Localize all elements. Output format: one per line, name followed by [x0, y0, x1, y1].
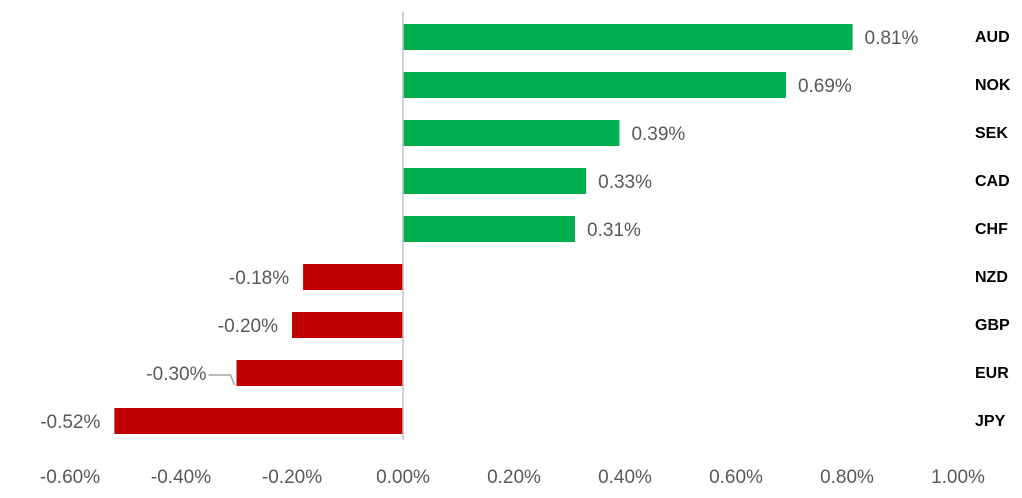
value-label: -0.52%	[40, 412, 100, 433]
value-label: 0.39%	[631, 124, 685, 145]
category-label: SEK	[975, 125, 1008, 142]
value-label: 0.31%	[587, 220, 641, 241]
category-label: CHF	[975, 221, 1008, 238]
value-label: 0.69%	[798, 76, 852, 97]
value-label: -0.18%	[229, 268, 289, 289]
x-tick-label: 0.00%	[376, 467, 430, 488]
x-tick-label: 0.80%	[820, 467, 874, 488]
bar	[236, 360, 403, 386]
category-label: EUR	[975, 365, 1009, 382]
bar	[114, 408, 404, 434]
category-label: AUD	[975, 29, 1010, 46]
bar	[292, 312, 403, 338]
value-label: -0.30%	[146, 364, 206, 385]
category-label: JPY	[975, 413, 1006, 430]
x-tick-label: -0.60%	[40, 467, 100, 488]
bar	[403, 24, 853, 50]
leader-line	[208, 374, 236, 386]
bar	[403, 168, 587, 194]
value-label: 0.33%	[598, 172, 652, 193]
bar	[403, 120, 620, 146]
x-tick-label: 0.20%	[487, 467, 541, 488]
x-tick-label: 1.00%	[931, 467, 985, 488]
category-label: GBP	[975, 317, 1010, 334]
x-tick-label: 0.40%	[598, 467, 652, 488]
category-label: NOK	[975, 77, 1011, 94]
category-label: CAD	[975, 173, 1010, 190]
category-label: NZD	[975, 269, 1008, 286]
bar	[403, 72, 786, 98]
bar	[403, 216, 576, 242]
bar	[303, 264, 403, 290]
x-tick-label: -0.40%	[151, 467, 211, 488]
value-label: -0.20%	[218, 316, 278, 337]
x-tick-label: 0.60%	[709, 467, 763, 488]
value-label: 0.81%	[865, 28, 919, 49]
x-tick-label: -0.20%	[262, 467, 322, 488]
